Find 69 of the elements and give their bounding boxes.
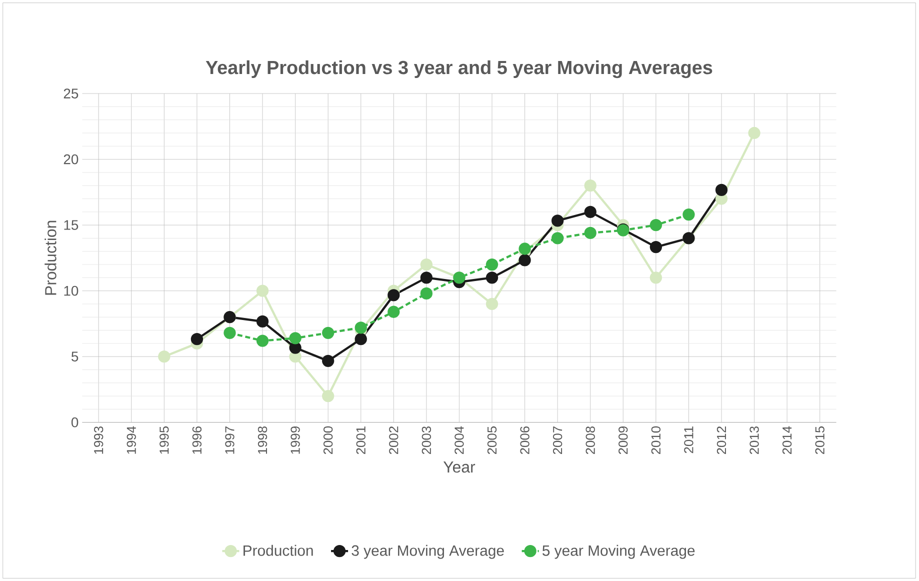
legend-label: 3 year Moving Average: [352, 544, 504, 559]
point: [518, 254, 531, 266]
point: [190, 332, 204, 346]
x-tick-label: 1999: [290, 426, 300, 454]
point: [584, 206, 596, 218]
point: [650, 218, 662, 232]
y-axis-title: Production: [44, 220, 56, 295]
point: [420, 287, 433, 300]
point: [158, 350, 170, 363]
point: [388, 306, 400, 318]
point: [715, 184, 728, 196]
x-tick-label: 2010: [651, 426, 661, 454]
x-tick-label: 1998: [258, 426, 268, 454]
point: [551, 214, 564, 227]
x-tick-label: 2001: [356, 426, 366, 454]
point: [682, 208, 695, 221]
point: [354, 322, 367, 334]
chart-title: Yearly Production vs 3 year and 5 year Moving Averages: [206, 60, 712, 78]
y-tick-label: 5: [72, 352, 78, 362]
x-tick-label: 1996: [192, 426, 202, 454]
point: [420, 272, 433, 284]
x-tick-label: 2002: [389, 426, 398, 454]
point: [486, 258, 498, 271]
point: [322, 354, 334, 367]
point: [388, 289, 400, 302]
point: [584, 226, 596, 239]
point: [224, 326, 236, 339]
point: [322, 326, 334, 339]
point: [584, 179, 596, 192]
point: [256, 315, 269, 328]
legend-label: 5 year Moving Average: [542, 544, 695, 559]
x-tick-label: 1993: [94, 426, 104, 454]
point: [289, 342, 302, 354]
point: [486, 298, 498, 310]
point: [748, 126, 760, 140]
y-tick-label: 20: [64, 154, 78, 164]
x-tick-label: 2008: [586, 426, 595, 454]
point: [256, 284, 269, 297]
x-tick-label: 2015: [815, 426, 824, 454]
x-tick-label: 2011: [684, 426, 694, 454]
x-axis-title: Year: [443, 461, 476, 473]
y-tick-label: 0: [71, 417, 78, 428]
x-tick-label: 2012: [716, 426, 726, 454]
point: [354, 332, 367, 346]
x-tick-label: 2009: [618, 426, 628, 454]
point: [420, 258, 433, 271]
point: [486, 272, 498, 284]
point: [289, 332, 302, 344]
x-tick-label: 2014: [782, 426, 792, 454]
point: [650, 240, 662, 254]
point: [518, 242, 531, 255]
point: [256, 334, 269, 347]
x-tick-label: 2005: [487, 426, 497, 454]
legend-label: Production: [244, 544, 313, 556]
x-tick-label: 1995: [160, 426, 169, 454]
x-tick-label: 2013: [750, 426, 759, 454]
x-tick-label: 2007: [552, 426, 562, 454]
x-tick-label: 2004: [454, 426, 464, 454]
y-tick-label: 25: [64, 88, 78, 98]
point: [650, 272, 662, 284]
y-tick-label: 10: [64, 286, 78, 296]
point: [322, 390, 334, 402]
y-tick-label: 15: [64, 220, 78, 230]
x-tick-label: 1994: [126, 426, 136, 454]
x-tick-label: 2000: [324, 426, 333, 454]
x-tick-label: 1997: [225, 426, 234, 454]
x-tick-label: 2006: [520, 426, 530, 454]
point: [551, 232, 564, 244]
x-tick-label: 2003: [422, 426, 432, 454]
